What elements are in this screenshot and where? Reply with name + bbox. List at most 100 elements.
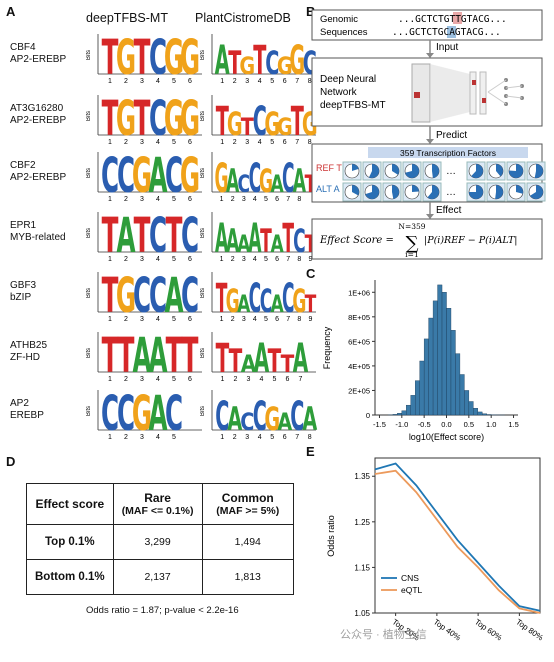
y-tick-label: 1E+06 <box>348 288 370 297</box>
logo-position: 2 <box>124 256 128 263</box>
logo-position: 1 <box>220 434 224 441</box>
y-tick-label: 6E+05 <box>348 337 370 346</box>
x-tick-label: -1.5 <box>373 420 386 429</box>
histogram-bar <box>451 330 455 415</box>
logo-position: 7 <box>295 78 299 85</box>
y-tick-label: 1.15 <box>354 563 370 572</box>
tf-name: ATHB25 <box>10 340 47 352</box>
bits-axis-label: Bits <box>86 348 92 358</box>
bits-axis-label: Bits <box>86 50 92 60</box>
logo-position: 7 <box>295 434 299 441</box>
logo-position: 6 <box>188 256 192 263</box>
logo-position: 1 <box>220 78 224 85</box>
logo-position: 1 <box>108 139 112 146</box>
tf-name: EPR1 <box>10 220 66 232</box>
histogram-bar <box>464 390 468 415</box>
logo-position: 1 <box>108 78 112 85</box>
logo-position: 3 <box>140 256 144 263</box>
logo-position: 1 <box>220 139 224 146</box>
logo-position: 6 <box>275 256 279 263</box>
y-tick-label: 2E+05 <box>348 386 370 395</box>
histogram-bar <box>478 412 482 415</box>
logo-position: 3 <box>140 139 144 146</box>
histogram-bar <box>433 301 437 415</box>
hdr-rare: Rare(MAF <= 0.1%) <box>113 484 202 525</box>
cell-common: 1,494 <box>202 525 293 560</box>
sequences-label: Sequences <box>320 27 368 38</box>
logo-position: 2 <box>124 196 128 203</box>
logo-position: 6 <box>283 139 287 146</box>
logo-position: 4 <box>156 316 160 323</box>
x-tick-label: 0.5 <box>464 420 474 429</box>
histogram-bar <box>447 308 451 415</box>
y-tick-label: 1.35 <box>354 472 370 481</box>
bits-axis-label: Bits <box>200 288 206 298</box>
logo-position: 5 <box>172 139 176 146</box>
histogram-bar <box>406 405 410 415</box>
logo-position: 4 <box>253 256 257 263</box>
logo-position: 6 <box>283 78 287 85</box>
workflow-diagram: Genomic Sequences ...GCTCTGTTGTACG... ..… <box>300 0 554 265</box>
logo-position: 6 <box>188 376 192 383</box>
histogram-bar <box>424 339 428 415</box>
logo-position: 5 <box>172 78 176 85</box>
logo-position: 1 <box>108 434 112 441</box>
tf-family: AP2-EREBP <box>10 115 66 127</box>
logo-position: 5 <box>264 256 268 263</box>
histogram-ylabel: Frequency <box>322 326 332 369</box>
bits-axis-label: Bits <box>86 406 92 416</box>
logo-position: 2 <box>233 139 237 146</box>
y-tick-label: 8E+05 <box>348 313 370 322</box>
workflow-svg: Genomic Sequences ...GCTCTGTTGTACG... ..… <box>300 0 554 265</box>
logo-position: 5 <box>172 376 176 383</box>
logo-position: 3 <box>140 78 144 85</box>
logo-position: 5 <box>264 196 268 203</box>
x-tick-label: -1.0 <box>395 420 408 429</box>
bits-axis-label: Bits <box>200 111 206 121</box>
histogram-bar <box>411 395 415 415</box>
formula-top: N=359 <box>398 222 425 231</box>
histogram-bar <box>442 292 446 415</box>
logo-position: 4 <box>258 78 262 85</box>
logo-position: 6 <box>286 376 290 383</box>
logo-position: 2 <box>231 316 235 323</box>
logo-position: 5 <box>270 434 274 441</box>
effect-table-wrap: Effect score Rare(MAF <= 0.1%) Common(MA… <box>26 483 294 616</box>
logo-position: 4 <box>156 78 160 85</box>
logo-position: 4 <box>253 196 257 203</box>
bits-axis-label: Bits <box>200 168 206 178</box>
alt-sequence: ...GCTCTGCAGTACG... <box>392 27 501 38</box>
logo-position: 6 <box>275 316 279 323</box>
input-label: Input <box>436 42 458 53</box>
row-label: Top 0.1% <box>27 525 114 560</box>
logo-position: 3 <box>242 316 246 323</box>
bits-axis-label: Bits <box>200 50 206 60</box>
x-tick-label: 1.5 <box>508 420 518 429</box>
formula-bottom: i=1 <box>405 250 418 259</box>
y-tick-label: 4E+05 <box>348 362 370 371</box>
odds-footnote: Odds ratio = 1.87; p-value < 2.2e-16 <box>86 605 294 616</box>
logo-position: 4 <box>156 139 160 146</box>
logo-position: 2 <box>124 316 128 323</box>
logo-position: 3 <box>247 376 251 383</box>
cell-rare: 3,299 <box>113 525 202 560</box>
table-row: Top 0.1% 3,299 1,494 <box>27 525 294 560</box>
logo-position: 5 <box>264 316 268 323</box>
y-tick-label: 1.05 <box>354 609 370 618</box>
logo-position: 7 <box>286 256 290 263</box>
genomic-label: Genomic <box>320 14 358 25</box>
logo-position: 6 <box>283 434 287 441</box>
logo-position: 3 <box>140 316 144 323</box>
logo-position: 4 <box>253 316 257 323</box>
formula-rhs: |P(i)REF − P(i)ALT| <box>424 235 518 246</box>
logo-position: 2 <box>233 434 237 441</box>
alt-label: ALT A <box>316 184 340 194</box>
logo-position: 1 <box>220 316 224 323</box>
